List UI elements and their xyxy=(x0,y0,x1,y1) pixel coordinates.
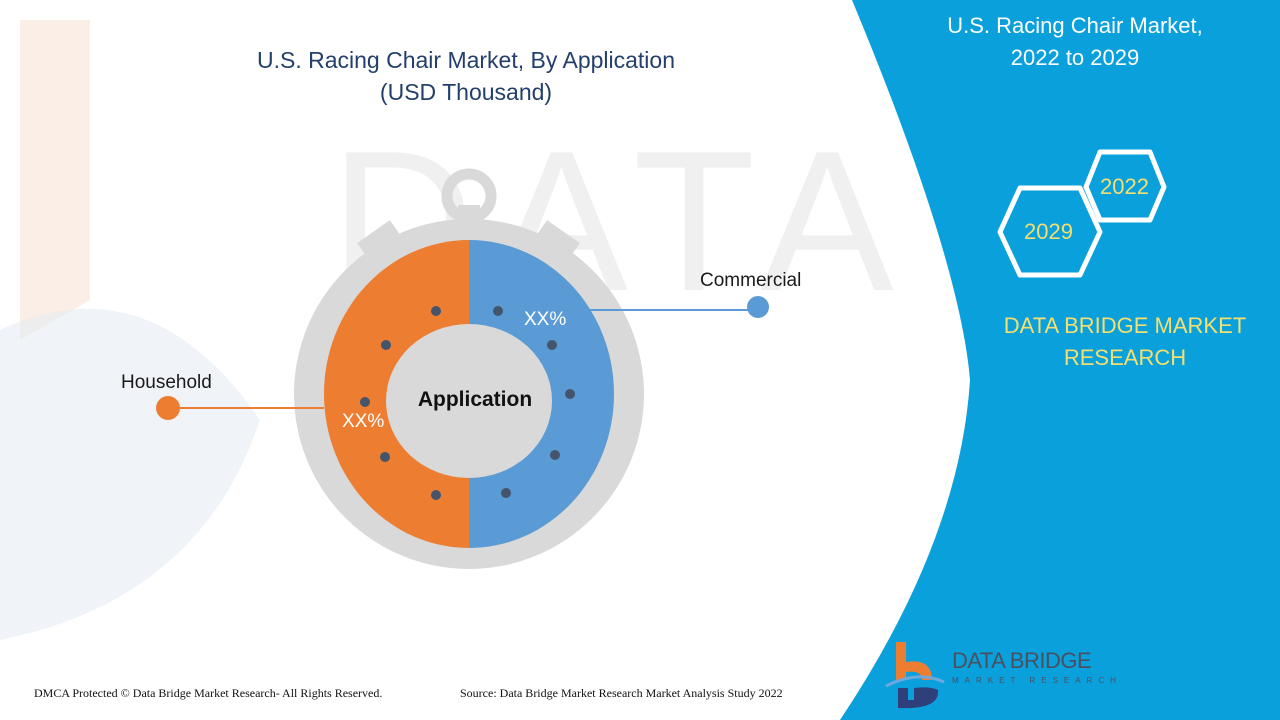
data-bridge-logo-icon xyxy=(885,642,945,709)
side-panel-title: U.S. Racing Chair Market, 2022 to 2029 xyxy=(900,10,1250,74)
commercial-marker-icon xyxy=(747,296,769,318)
chart-title-line2: (USD Thousand) xyxy=(379,79,553,105)
center-label: Application xyxy=(417,388,533,411)
hexagon-2022 xyxy=(1083,149,1167,223)
brand-text: DATA BRIDGE MARKET RESEARCH xyxy=(980,310,1270,374)
brand-line2: RESEARCH xyxy=(1063,345,1187,370)
copyright-text: DMCA Protected © Data Bridge Market Rese… xyxy=(34,686,383,700)
chart-title-line1: U.S. Racing Chair Market, By Application xyxy=(256,47,675,73)
household-label: Household xyxy=(121,372,212,393)
year-2029-label: 2029 xyxy=(1024,219,1073,244)
brand-line1: DATA BRIDGE MARKET xyxy=(1003,313,1247,338)
source-text: Source: Data Bridge Market Research Mark… xyxy=(460,686,783,700)
hexagon-2029 xyxy=(997,185,1103,278)
side-title-line2: 2022 to 2029 xyxy=(1010,45,1140,70)
logo-tagline: MARKET RESEARCH xyxy=(952,676,1122,685)
side-title-line1: U.S. Racing Chair Market, xyxy=(947,13,1203,38)
year-2022-label: 2022 xyxy=(1100,174,1149,199)
commercial-percent: XX% xyxy=(524,309,567,330)
household-percent: XX% xyxy=(342,411,385,432)
logo-name: DATA BRIDGE xyxy=(952,648,1092,673)
chart-title: U.S. Racing Chair Market, By Application… xyxy=(216,44,716,108)
household-marker-icon xyxy=(156,396,180,420)
commercial-label: Commercial xyxy=(700,270,802,291)
